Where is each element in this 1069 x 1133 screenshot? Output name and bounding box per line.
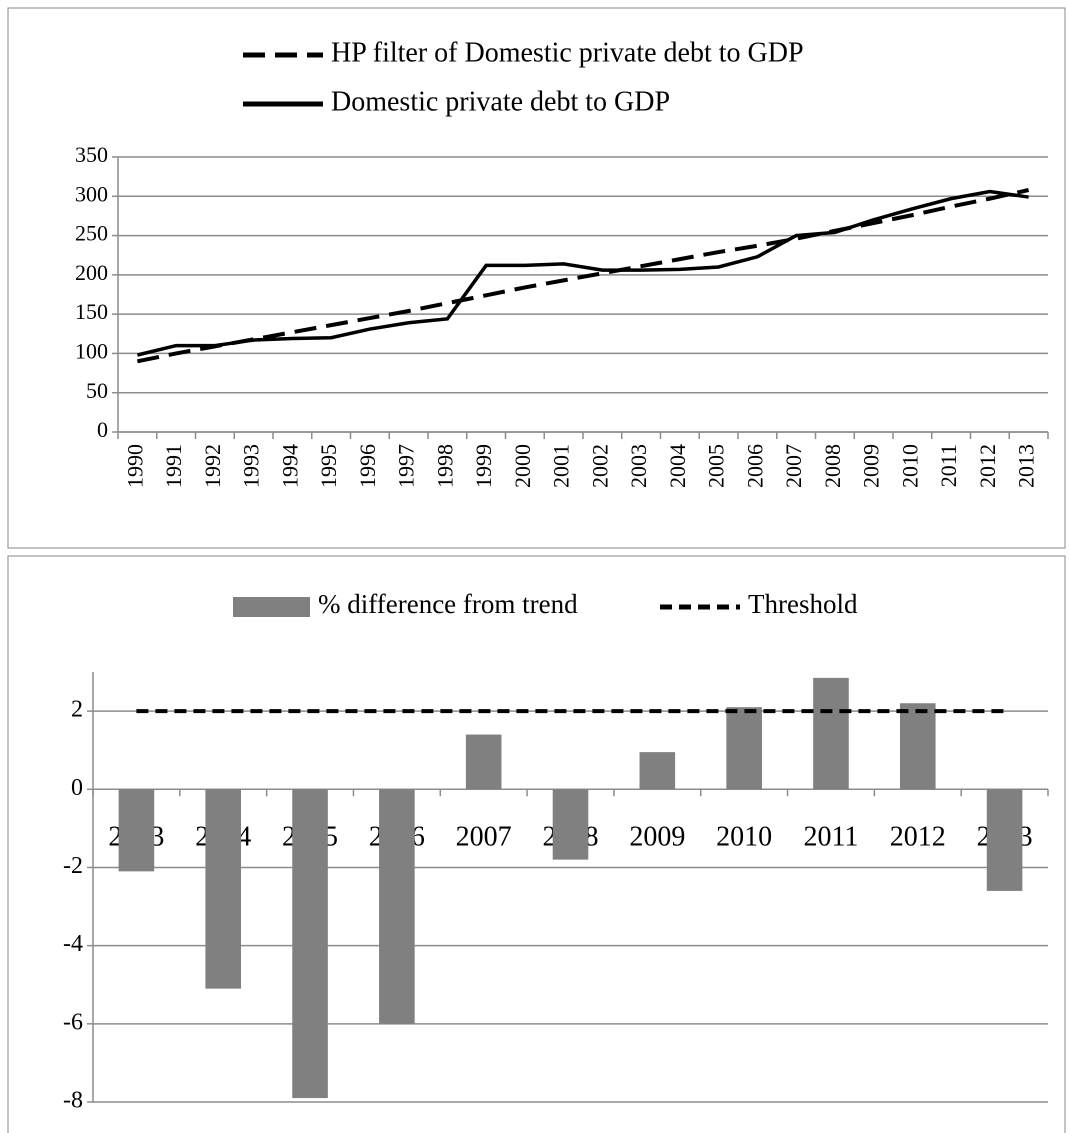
chart-frame [7,555,1066,1133]
legend-label: Threshold [748,589,858,619]
series-line [136,189,1029,357]
x-tick-label: 1990 [122,444,147,488]
bar [292,789,328,1099]
y-tick-label: 350 [75,142,108,167]
legend-label: % difference from trend [318,589,578,619]
x-tick-label: 1993 [239,444,264,488]
y-tick-label: 2 [71,697,83,723]
x-tick-label: 2006 [742,444,767,488]
x-tick-label: 1994 [277,444,302,488]
bar [986,789,1023,891]
x-tick-label: 2000 [510,444,535,488]
y-tick-label: -2 [63,853,83,879]
x-tick-label: 2009 [859,444,884,488]
x-tick-label: 2010 [897,444,922,488]
y-tick-label: 100 [75,338,108,363]
x-tick-label: 2012 [975,444,1000,488]
x-tick-label: 1992 [200,444,225,488]
x-tick-label: 1999 [471,444,496,488]
x-tick-label: 1997 [394,444,419,488]
x-tick-label: 2005 [704,444,729,488]
legend-swatch [233,597,310,617]
y-tick-label: 0 [71,775,83,801]
x-tick-label: 2013 [1014,444,1039,488]
y-tick-label: 150 [75,299,108,324]
y-tick-label: -8 [63,1088,83,1114]
legend-label: HP filter of Domestic private debt to GD… [331,37,804,68]
bar [379,789,415,1024]
y-tick-label: 0 [97,417,108,442]
y-tick-label: -6 [63,1009,83,1035]
x-tick-label: 1995 [316,444,341,488]
x-tick-label: 2008 [820,444,845,488]
bar [899,703,936,790]
x-tick-label: 2009 [629,822,685,853]
y-tick-label: 200 [75,260,108,285]
bar [552,789,589,860]
bar [118,789,155,872]
bar [639,752,676,790]
x-tick-label: 2007 [781,444,806,488]
y-tick-label: 250 [75,221,108,246]
x-tick-label: 2011 [803,822,858,853]
x-tick-label: 2003 [626,444,651,488]
y-tick-label: 50 [86,378,108,403]
chart-frame [7,7,1066,549]
x-tick-label: 2004 [665,444,690,488]
series-line [136,188,1030,364]
bar [465,734,502,790]
y-tick-label: 300 [75,181,108,206]
x-tick-label: 2010 [716,822,772,853]
bar [726,707,762,790]
bar [813,677,849,790]
x-tick-label: 1991 [161,444,186,488]
x-tick-label: 2011 [936,444,961,487]
x-tick-label: 2012 [890,822,946,853]
x-tick-label: 2002 [587,444,612,488]
x-tick-label: 2001 [549,444,574,488]
y-tick-label: -4 [63,931,83,957]
x-tick-label: 1996 [355,444,380,488]
x-tick-label: 2007 [456,822,512,853]
bar [205,789,242,989]
x-tick-label: 1998 [432,444,457,488]
legend-label: Domestic private debt to GDP [331,86,670,117]
